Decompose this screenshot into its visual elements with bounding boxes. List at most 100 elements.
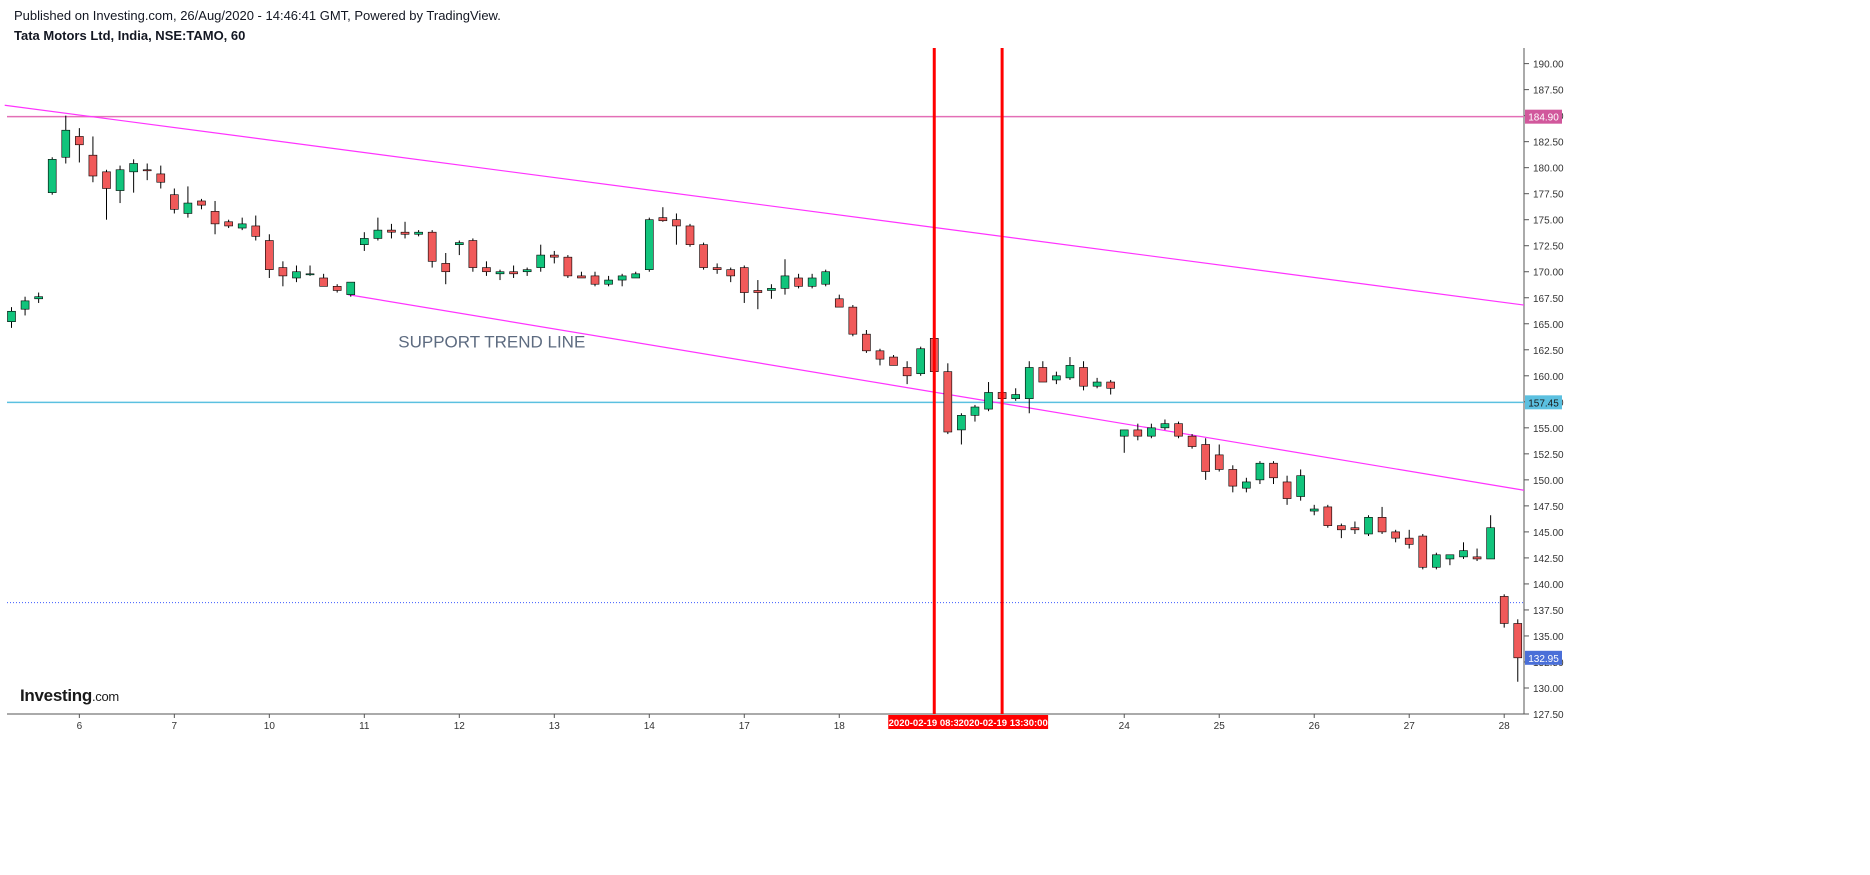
candle-body[interactable] [985, 392, 993, 409]
candle-body[interactable] [1025, 367, 1033, 398]
candle-body[interactable] [1432, 555, 1440, 567]
candle-body[interactable] [130, 164, 138, 172]
candle-body[interactable] [197, 201, 205, 205]
candle-body[interactable] [320, 278, 328, 286]
candle-body[interactable] [577, 276, 585, 278]
candle-body[interactable] [8, 311, 16, 321]
candle-body[interactable] [740, 268, 748, 293]
candle-body[interactable] [1446, 555, 1454, 559]
candle-body[interactable] [1107, 382, 1115, 388]
candle-body[interactable] [700, 245, 708, 268]
candle-body[interactable] [849, 307, 857, 334]
candle-body[interactable] [35, 297, 43, 299]
candle-body[interactable] [265, 241, 273, 270]
candle-body[interactable] [89, 155, 97, 176]
candle-body[interactable] [754, 290, 762, 292]
candle-body[interactable] [618, 276, 626, 280]
trend-line[interactable] [348, 295, 1524, 491]
candle-body[interactable] [903, 367, 911, 375]
candle-body[interactable] [1093, 382, 1101, 386]
candle-body[interactable] [971, 407, 979, 415]
candle-body[interactable] [1365, 517, 1373, 534]
candle-body[interactable] [1351, 528, 1359, 530]
trend-line[interactable] [5, 105, 1524, 305]
candle-body[interactable] [1473, 557, 1481, 559]
candle-body[interactable] [252, 226, 260, 236]
candle-body[interactable] [347, 282, 355, 294]
candle-body[interactable] [1310, 509, 1318, 511]
candle-body[interactable] [48, 159, 56, 192]
candle-body[interactable] [1039, 367, 1047, 382]
candle-body[interactable] [469, 241, 477, 268]
candle-body[interactable] [415, 232, 423, 234]
candle-body[interactable] [591, 276, 599, 284]
candle-body[interactable] [1487, 528, 1495, 559]
candle-body[interactable] [645, 220, 653, 270]
candle-body[interactable] [455, 243, 463, 245]
candle-body[interactable] [672, 220, 680, 226]
candle-body[interactable] [957, 415, 965, 430]
candle-body[interactable] [1459, 551, 1467, 557]
candle-body[interactable] [1202, 444, 1210, 471]
candle-body[interactable] [795, 278, 803, 286]
candle-body[interactable] [1378, 517, 1386, 532]
candle-body[interactable] [1392, 532, 1400, 538]
candle-body[interactable] [360, 238, 368, 244]
candle-body[interactable] [1229, 469, 1237, 486]
candle-body[interactable] [564, 257, 572, 276]
candle-body[interactable] [1175, 424, 1183, 436]
candle-body[interactable] [211, 211, 219, 223]
candle-body[interactable] [1514, 623, 1522, 657]
candle-body[interactable] [401, 232, 409, 234]
candle-body[interactable] [157, 174, 165, 182]
candle-body[interactable] [876, 351, 884, 359]
candle-body[interactable] [1134, 430, 1142, 436]
candle-body[interactable] [1120, 430, 1128, 436]
candle-body[interactable] [1188, 436, 1196, 446]
candle-body[interactable] [713, 268, 721, 270]
candle-body[interactable] [143, 170, 151, 171]
candle-body[interactable] [822, 272, 830, 284]
candle-body[interactable] [632, 274, 640, 278]
candle-body[interactable] [292, 272, 300, 278]
candle-body[interactable] [442, 263, 450, 271]
candle-body[interactable] [496, 272, 504, 274]
candle-body[interactable] [1337, 526, 1345, 530]
candle-body[interactable] [75, 136, 83, 144]
candle-body[interactable] [1242, 482, 1250, 488]
candle-body[interactable] [387, 230, 395, 232]
candle-body[interactable] [659, 218, 667, 221]
candle-body[interactable] [170, 195, 178, 210]
candle-body[interactable] [767, 288, 775, 290]
candle-body[interactable] [1161, 424, 1169, 428]
candle-body[interactable] [306, 274, 314, 275]
candle-body[interactable] [1215, 455, 1223, 470]
candle-body[interactable] [1066, 365, 1074, 377]
candle-body[interactable] [102, 172, 110, 189]
candle-body[interactable] [62, 130, 70, 157]
candle-body[interactable] [550, 255, 558, 257]
candle-body[interactable] [1283, 482, 1291, 499]
candle-body[interactable] [605, 280, 613, 284]
candle-body[interactable] [523, 270, 531, 272]
candle-body[interactable] [917, 349, 925, 374]
candle-body[interactable] [1419, 536, 1427, 567]
candle-body[interactable] [184, 203, 192, 213]
candle-body[interactable] [333, 286, 341, 290]
candle-body[interactable] [862, 334, 870, 351]
candle-body[interactable] [116, 170, 124, 191]
candle-body[interactable] [510, 272, 518, 274]
candle-body[interactable] [1256, 463, 1264, 480]
candle-body[interactable] [21, 301, 29, 309]
candle-body[interactable] [781, 276, 789, 288]
candle-body[interactable] [1052, 376, 1060, 380]
candle-body[interactable] [537, 255, 545, 267]
candle-body[interactable] [225, 222, 233, 226]
candle-body[interactable] [428, 232, 436, 261]
candle-body[interactable] [1080, 367, 1088, 386]
candle-body[interactable] [1012, 395, 1020, 399]
candle-body[interactable] [727, 270, 735, 276]
candle-body[interactable] [1147, 428, 1155, 436]
candle-body[interactable] [1405, 538, 1413, 544]
